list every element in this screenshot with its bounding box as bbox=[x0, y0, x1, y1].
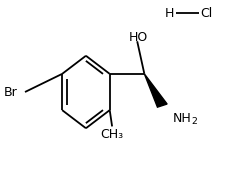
Text: NH: NH bbox=[173, 112, 192, 125]
Text: 2: 2 bbox=[192, 117, 198, 126]
Text: Cl: Cl bbox=[201, 7, 213, 20]
Text: H: H bbox=[165, 7, 174, 20]
Text: CH₃: CH₃ bbox=[100, 128, 124, 141]
Text: Br: Br bbox=[4, 86, 18, 98]
Text: HO: HO bbox=[129, 31, 148, 44]
Polygon shape bbox=[144, 74, 167, 107]
